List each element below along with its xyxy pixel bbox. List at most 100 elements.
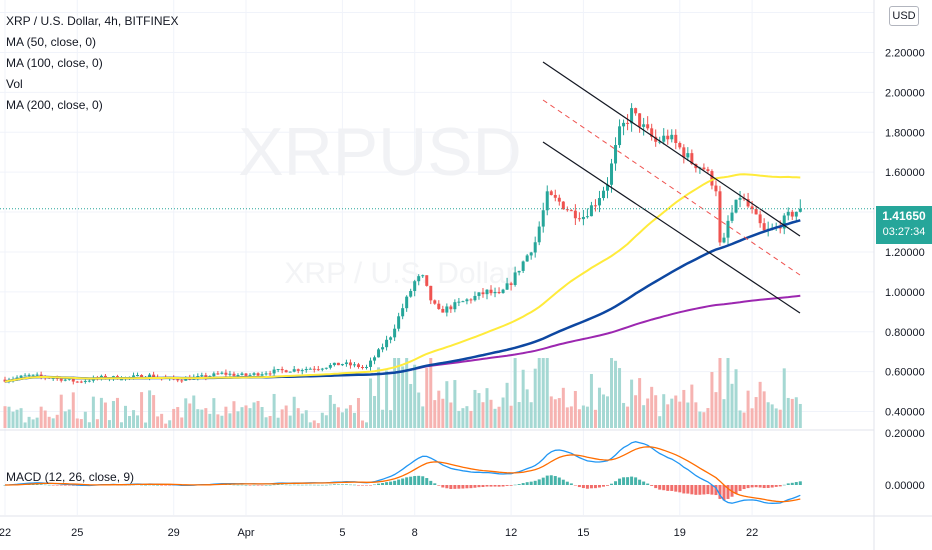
- volume-bar: [569, 406, 573, 428]
- candle-body: [614, 145, 618, 164]
- candle-body: [140, 375, 144, 379]
- legend-ma100[interactable]: MA (100, close, 0): [6, 56, 103, 70]
- macd-histogram-bar: [144, 484, 148, 486]
- volume-bar: [662, 394, 666, 428]
- macd-histogram-bar: [670, 485, 674, 491]
- legend-ma50[interactable]: MA (50, close, 0): [6, 35, 97, 49]
- legend-vol[interactable]: Vol: [6, 77, 23, 91]
- candle-body: [718, 191, 722, 243]
- price-tick-label: 1.60000: [885, 167, 925, 179]
- candle-body: [288, 371, 292, 373]
- legend-ma200[interactable]: MA (200, close, 0): [6, 98, 103, 112]
- price-tick-label: 1.20000: [885, 247, 925, 259]
- volume-bar: [228, 413, 232, 428]
- candle-body: [397, 316, 401, 329]
- macd-histogram-bar: [509, 485, 513, 486]
- macd-histogram-bar: [160, 485, 164, 486]
- volume-bar: [27, 416, 31, 428]
- candle-body: [393, 328, 397, 338]
- volume-bar: [43, 410, 47, 428]
- volume-bar: [176, 407, 180, 428]
- candle-body: [328, 365, 332, 368]
- volume-bar: [541, 358, 545, 428]
- candle-body: [501, 289, 505, 294]
- candle-body: [626, 122, 630, 124]
- macd-histogram-bar: [312, 484, 316, 486]
- candle-body: [272, 369, 276, 374]
- candle-body: [268, 373, 272, 375]
- macd-histogram-bar: [770, 485, 774, 488]
- candle-body: [252, 373, 256, 375]
- volume-bar: [99, 397, 103, 428]
- macd-legend[interactable]: MACD (12, 26, close, 9): [6, 470, 135, 484]
- macd-histogram-bar: [352, 484, 356, 486]
- candle-body: [429, 285, 433, 301]
- macd-histogram-bar: [35, 484, 39, 485]
- macd-histogram-bar: [340, 484, 344, 485]
- macd-histogram-bar: [401, 478, 405, 485]
- price-tick-label: 2.20000: [885, 47, 925, 59]
- candle-body: [437, 303, 441, 309]
- volume-bar: [630, 379, 634, 428]
- macd-histogram-bar: [433, 483, 437, 485]
- volume-bar: [31, 419, 35, 428]
- candle-body: [356, 364, 360, 367]
- candle-body: [71, 378, 75, 382]
- candle-body: [360, 366, 364, 368]
- volume-bar: [200, 409, 204, 428]
- volume-bar: [23, 422, 27, 428]
- volume-bar: [549, 396, 553, 428]
- volume-bar: [79, 419, 83, 428]
- macd-histogram-bar: [541, 477, 545, 485]
- volume-bar: [144, 422, 148, 428]
- candle-body: [401, 308, 405, 317]
- macd-histogram-bar: [296, 484, 300, 486]
- macd-histogram-bar: [348, 484, 352, 486]
- volume-bar: [172, 408, 176, 428]
- macd-histogram-bar: [393, 480, 397, 485]
- macd-histogram-bar: [573, 485, 577, 486]
- macd-histogram-bar: [674, 485, 678, 492]
- volume-bar: [260, 407, 264, 428]
- macd-histogram-bar: [284, 484, 288, 486]
- volume-bar: [686, 402, 690, 428]
- time-tick-label: 8: [412, 527, 418, 539]
- macd-histogram-bar: [485, 485, 489, 487]
- macd-histogram-bar: [521, 483, 525, 485]
- macd-histogram-bar: [622, 477, 626, 485]
- candle-body: [505, 283, 509, 290]
- time-tick-label: 19: [674, 527, 686, 539]
- volume-bar: [312, 420, 316, 428]
- volume-bar: [87, 422, 91, 428]
- macd-histogram-bar: [425, 478, 429, 485]
- volume-bar: [537, 358, 541, 428]
- macd-histogram-bar: [336, 484, 340, 485]
- candle-body: [385, 339, 389, 348]
- volume-bar: [124, 405, 127, 428]
- volume-bar: [91, 396, 95, 428]
- volume-bar: [557, 398, 561, 428]
- currency-button[interactable]: USD: [889, 6, 919, 26]
- macd-histogram-bar: [43, 484, 47, 486]
- candle-body: [256, 373, 260, 376]
- symbol-title[interactable]: XRP / U.S. Dollar, 4h, BITFINEX: [6, 14, 179, 28]
- candle-body: [425, 275, 429, 286]
- volume-bar: [192, 395, 196, 428]
- macd-histogram-bar: [714, 485, 718, 496]
- macd-histogram-bar: [356, 485, 360, 486]
- volume-bar: [718, 358, 722, 428]
- candle-body: [148, 374, 152, 378]
- macd-histogram-bar: [561, 479, 565, 485]
- volume-bar: [63, 411, 67, 428]
- volume-bar: [15, 409, 19, 428]
- candle-body: [489, 289, 493, 294]
- volume-bar: [119, 422, 123, 428]
- candle-body: [654, 136, 658, 142]
- volume-bar: [308, 422, 312, 428]
- candle-body: [220, 372, 224, 374]
- candle-body: [485, 289, 489, 295]
- volume-bar: [453, 380, 457, 428]
- macd-histogram-bar: [493, 485, 497, 487]
